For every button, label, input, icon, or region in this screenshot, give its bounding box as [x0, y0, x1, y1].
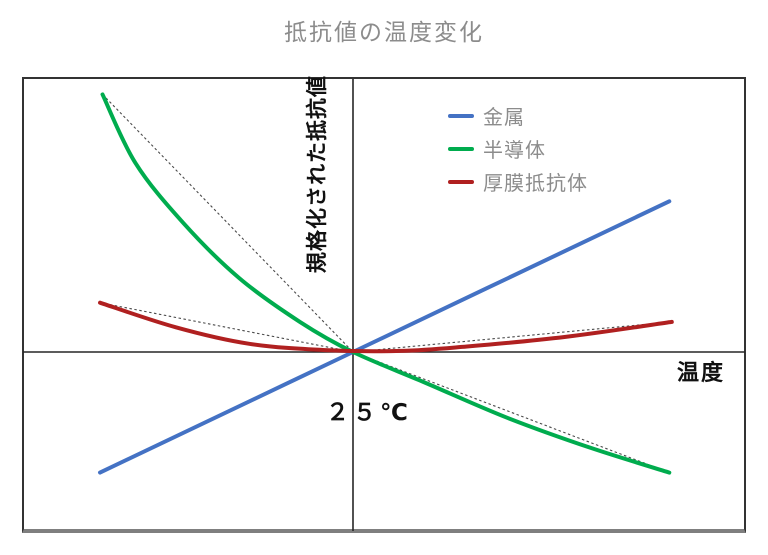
legend-line-semiconductor	[448, 146, 474, 151]
legend-item-metal: 金属	[448, 99, 588, 132]
legend-label-thick-film-resistor: 厚膜抵抗体	[483, 173, 588, 195]
legend-line-metal	[448, 113, 474, 118]
legend-item-thick-film-resistor: 厚膜抵抗体	[448, 165, 588, 198]
legend-item-semiconductor: 半導体	[448, 132, 588, 165]
legend: 金属 半導体 厚膜抵抗体	[448, 99, 588, 198]
legend-label-metal: 金属	[483, 107, 525, 129]
chart-title: 抵抗値の温度変化	[284, 19, 484, 45]
legend-label-semiconductor: 半導体	[483, 140, 546, 162]
x-axis-label: 温度	[677, 360, 726, 385]
y-axis-label: 規格化された抵抗値	[306, 75, 329, 273]
origin-reference-label: ２５℃	[326, 399, 412, 425]
plot-frame	[22, 77, 746, 533]
legend-line-thick-film-resistor	[448, 179, 474, 184]
